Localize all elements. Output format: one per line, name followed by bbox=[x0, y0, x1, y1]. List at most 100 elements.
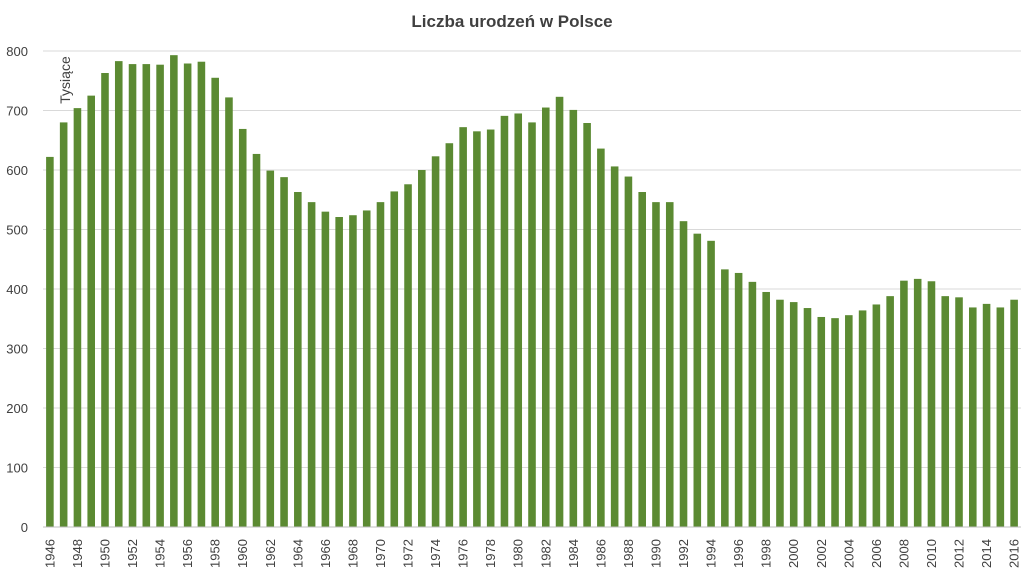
y-axis-tick-labels: 0 100 200 300 400 500 600 700 800 bbox=[6, 44, 28, 535]
y-axis-label: Tysiące bbox=[57, 56, 73, 104]
bar-2006 bbox=[872, 304, 881, 527]
bar-1968 bbox=[349, 215, 357, 527]
bar-2007 bbox=[886, 296, 894, 527]
bar-1965 bbox=[307, 202, 316, 527]
bars bbox=[46, 55, 1018, 528]
bar-1956 bbox=[183, 63, 192, 527]
bar-2000 bbox=[789, 302, 798, 527]
bar-2016 bbox=[1010, 299, 1018, 527]
bar-1952 bbox=[128, 64, 137, 527]
bar-1966 bbox=[321, 211, 330, 527]
bar-1973 bbox=[418, 170, 426, 527]
x-tick-label: 2010 bbox=[924, 539, 939, 568]
bar-1995 bbox=[721, 269, 729, 527]
bar-1955 bbox=[170, 55, 178, 528]
bar-1986 bbox=[597, 148, 605, 527]
y-tick-label: 700 bbox=[6, 104, 28, 119]
y-tick-label: 200 bbox=[6, 401, 28, 416]
bar-2003 bbox=[831, 318, 839, 527]
bar-1948 bbox=[73, 108, 82, 528]
bar-1989 bbox=[638, 192, 646, 527]
bar-1967 bbox=[335, 217, 343, 527]
x-tick-label: 1980 bbox=[511, 539, 526, 568]
bar-1997 bbox=[748, 281, 757, 527]
bar-1949 bbox=[87, 95, 95, 528]
bar-1953 bbox=[142, 64, 151, 527]
bar-1980 bbox=[514, 113, 523, 527]
x-tick-label: 1948 bbox=[70, 539, 85, 568]
x-tick-label: 1992 bbox=[676, 539, 691, 568]
bar-1972 bbox=[404, 184, 412, 527]
x-tick-label: 1978 bbox=[483, 539, 498, 568]
bar-1947 bbox=[59, 122, 68, 528]
bar-1976 bbox=[459, 127, 467, 527]
x-tick-label: 1998 bbox=[759, 539, 774, 568]
bar-1950 bbox=[101, 73, 109, 527]
x-tick-label: 2000 bbox=[786, 539, 801, 568]
bar-1981 bbox=[528, 122, 536, 528]
chart-title: Liczba urodzeń w Polsce bbox=[411, 12, 612, 31]
bar-1999 bbox=[776, 299, 784, 527]
x-tick-label: 1964 bbox=[290, 539, 305, 568]
bar-1977 bbox=[473, 131, 481, 527]
x-tick-label: 2002 bbox=[814, 539, 829, 568]
bar-2004 bbox=[845, 315, 853, 527]
bar-1970 bbox=[376, 202, 385, 527]
x-tick-label: 2016 bbox=[1007, 539, 1022, 568]
x-tick-label: 1972 bbox=[401, 539, 416, 568]
bar-1994 bbox=[707, 240, 715, 527]
x-tick-label: 1960 bbox=[235, 539, 250, 568]
x-tick-label: 1982 bbox=[538, 539, 553, 568]
x-tick-label: 1984 bbox=[566, 539, 581, 568]
bar-1991 bbox=[665, 202, 674, 527]
bar-2014 bbox=[982, 303, 991, 528]
bar-2001 bbox=[803, 308, 812, 527]
bar-1987 bbox=[610, 166, 619, 527]
x-tick-label: 1996 bbox=[731, 539, 746, 568]
bar-2009 bbox=[913, 278, 922, 527]
x-tick-label: 1974 bbox=[428, 539, 443, 568]
x-tick-label: 1956 bbox=[180, 539, 195, 568]
bar-1990 bbox=[652, 202, 660, 527]
bar-2005 bbox=[858, 310, 867, 527]
x-tick-label: 1952 bbox=[125, 539, 140, 568]
x-tick-label: 1958 bbox=[208, 539, 223, 568]
x-tick-label: 1970 bbox=[373, 539, 388, 568]
y-tick-label: 100 bbox=[6, 461, 28, 476]
bar-1961 bbox=[252, 153, 261, 527]
y-tick-label: 400 bbox=[6, 282, 28, 297]
x-tick-label: 2004 bbox=[841, 539, 856, 568]
x-tick-label: 2008 bbox=[896, 539, 911, 568]
y-tick-label: 600 bbox=[6, 163, 28, 178]
bar-1993 bbox=[693, 233, 702, 528]
x-tick-label: 2012 bbox=[952, 539, 967, 568]
bar-2008 bbox=[900, 280, 908, 527]
bar-1975 bbox=[445, 143, 454, 527]
bar-2013 bbox=[969, 307, 977, 527]
bar-1974 bbox=[431, 156, 440, 527]
x-tick-label: 1966 bbox=[318, 539, 333, 568]
bar-1954 bbox=[156, 64, 164, 527]
bar-1951 bbox=[114, 61, 123, 528]
bar-1962 bbox=[266, 170, 275, 527]
bar-2011 bbox=[941, 296, 950, 527]
x-tick-label: 2006 bbox=[869, 539, 884, 568]
bar-1998 bbox=[762, 291, 770, 527]
x-tick-label: 1988 bbox=[621, 539, 636, 568]
bar-1996 bbox=[734, 272, 743, 527]
bar-2015 bbox=[996, 307, 1005, 527]
x-tick-label: 1950 bbox=[97, 539, 112, 568]
y-tick-label: 800 bbox=[6, 44, 28, 59]
bar-1958 bbox=[211, 77, 219, 527]
bar-1946 bbox=[46, 156, 54, 527]
bar-1969 bbox=[362, 210, 371, 527]
bar-1982 bbox=[541, 107, 550, 527]
x-tick-label: 2014 bbox=[979, 539, 994, 568]
bar-1960 bbox=[238, 128, 247, 527]
bar-1979 bbox=[500, 115, 509, 528]
bar-1992 bbox=[679, 221, 688, 528]
x-tick-label: 1954 bbox=[153, 539, 168, 568]
bar-1983 bbox=[555, 96, 564, 527]
x-tick-label: 1986 bbox=[593, 539, 608, 568]
